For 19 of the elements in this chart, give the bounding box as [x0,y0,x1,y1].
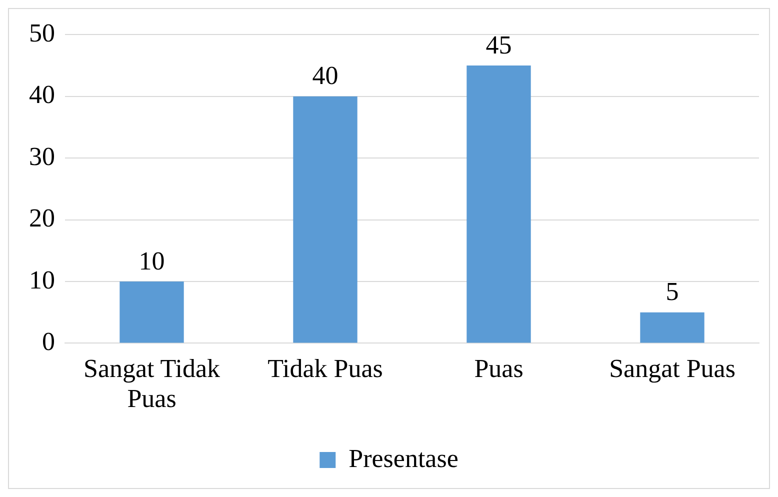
data-label: 10 [138,246,165,276]
y-tick-label: 10 [29,265,55,294]
x-tick-label: Sangat Puas [609,354,736,383]
y-tick-label: 30 [29,142,55,171]
x-tick-label: Tidak Puas [268,354,383,383]
bar [466,65,531,343]
bar [120,281,184,343]
x-tick-label: Sangat Tidak Puas [83,354,220,413]
y-tick-label: 50 [29,18,55,48]
y-tick-label: 20 [29,204,55,233]
data-label: 40 [312,61,338,90]
legend-label: Presentase [348,444,458,473]
y-tick-label: 40 [29,80,55,110]
data-label: 5 [666,277,679,306]
data-label: 45 [486,30,512,60]
bar [640,312,704,343]
y-tick-label: 0 [42,327,55,356]
bar [293,96,358,343]
x-tick-label: Puas [474,354,524,383]
